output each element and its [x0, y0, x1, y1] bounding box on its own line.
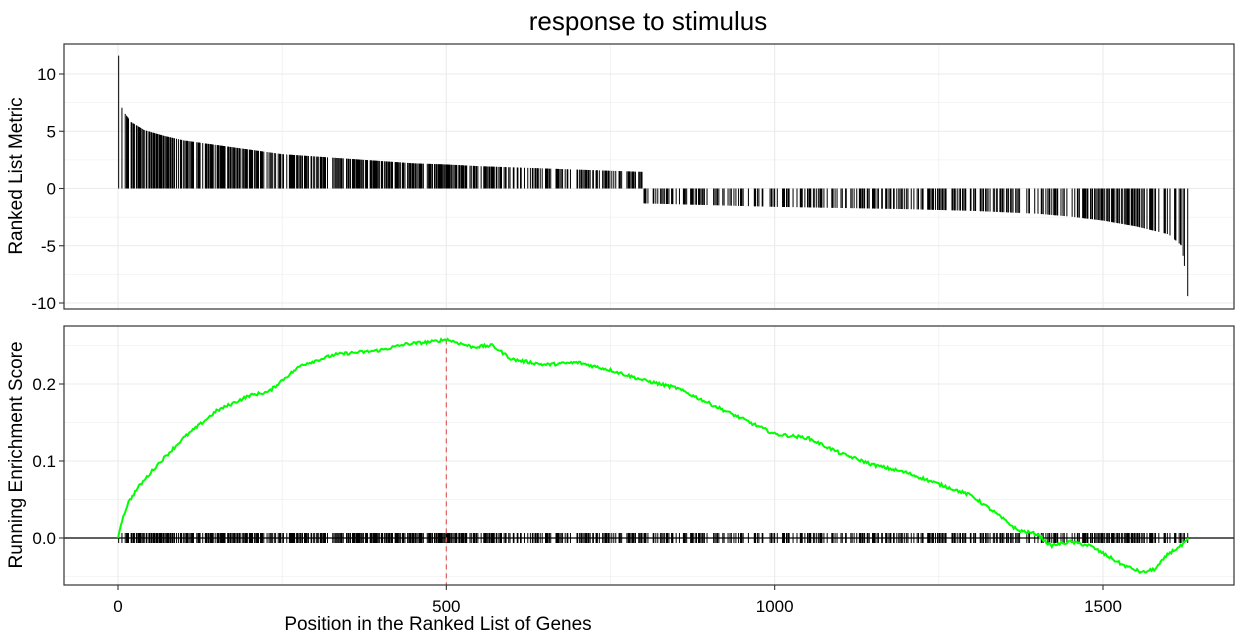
- running-enrichment-score-line: [117, 337, 1190, 575]
- top-y-tick-label: -5: [41, 237, 56, 256]
- bottom-y-tick-label: 0.2: [32, 375, 56, 394]
- top-panel-gridlines: [64, 44, 1234, 309]
- x-axis-ticks: 0 500 1000 1500: [113, 585, 1122, 616]
- top-panel-y-ticks: 10 5 0 -5 -10: [31, 65, 64, 313]
- ranked-metric-panel: 10 5 0 -5 -10 Ranked List Metric: [6, 43, 1235, 313]
- chart-title: response to stimulus: [529, 6, 767, 36]
- bottom-panel-y-ticks: 0.2 0.1 0.0: [32, 375, 64, 548]
- x-tick-label: 1500: [1084, 597, 1122, 616]
- top-y-tick-label: 5: [47, 122, 56, 141]
- x-tick-label: 1000: [756, 597, 794, 616]
- bottom-panel-border: [63, 325, 1235, 586]
- top-y-tick-label: 0: [47, 180, 56, 199]
- x-axis-label: Position in the Ranked List of Genes: [284, 614, 591, 635]
- bottom-panel-background: [64, 326, 1234, 585]
- enrichment-score-panel: 0.2 0.1 0.0 Running Enrichment Score: [6, 325, 1235, 586]
- top-panel-border: [63, 43, 1235, 310]
- bottom-y-tick-label: 0.0: [32, 529, 56, 548]
- top-y-tick-label: 10: [37, 65, 56, 84]
- bottom-y-tick-label: 0.1: [32, 452, 56, 471]
- top-panel-y-axis-label: Ranked List Metric: [6, 97, 27, 254]
- top-y-tick-label: -10: [31, 294, 56, 313]
- x-tick-label: 500: [432, 597, 460, 616]
- x-tick-label: 0: [113, 597, 122, 616]
- ranked-metric-bars: [118, 55, 1189, 297]
- bottom-panel-y-axis-label: Running Enrichment Score: [6, 341, 27, 568]
